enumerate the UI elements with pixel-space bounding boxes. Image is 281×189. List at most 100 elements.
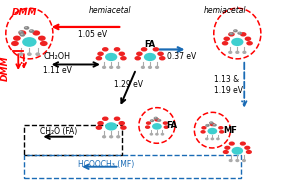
Circle shape — [157, 52, 164, 56]
Circle shape — [97, 121, 104, 125]
Circle shape — [212, 124, 217, 127]
Circle shape — [218, 126, 223, 130]
Circle shape — [96, 56, 102, 60]
Circle shape — [21, 33, 23, 35]
Text: CH₂O (FA): CH₂O (FA) — [40, 127, 78, 136]
Circle shape — [40, 41, 48, 46]
Circle shape — [103, 136, 105, 138]
Circle shape — [211, 138, 214, 140]
Text: DMM: DMM — [1, 56, 10, 81]
Circle shape — [157, 119, 161, 122]
Circle shape — [158, 119, 160, 121]
Circle shape — [246, 150, 252, 154]
Circle shape — [150, 133, 153, 135]
Circle shape — [238, 32, 240, 33]
Circle shape — [30, 30, 32, 31]
Circle shape — [244, 146, 250, 150]
Circle shape — [155, 117, 156, 118]
Circle shape — [103, 66, 105, 68]
Circle shape — [119, 52, 125, 56]
Circle shape — [154, 117, 158, 120]
Circle shape — [142, 66, 144, 68]
Circle shape — [229, 160, 232, 161]
Circle shape — [144, 53, 156, 61]
Circle shape — [117, 66, 120, 68]
Circle shape — [217, 138, 219, 140]
Circle shape — [232, 147, 243, 155]
Circle shape — [206, 124, 208, 125]
Circle shape — [223, 150, 229, 154]
Circle shape — [236, 51, 239, 53]
Circle shape — [159, 56, 166, 60]
Circle shape — [161, 133, 164, 135]
Circle shape — [153, 47, 159, 52]
Circle shape — [114, 116, 120, 121]
Circle shape — [164, 125, 169, 129]
Circle shape — [149, 66, 151, 68]
Circle shape — [28, 53, 31, 55]
Text: CH₂OH: CH₂OH — [43, 53, 70, 61]
Circle shape — [96, 125, 102, 130]
Bar — [24, 125, 122, 156]
Circle shape — [19, 30, 26, 36]
Circle shape — [224, 146, 230, 150]
Circle shape — [207, 128, 217, 134]
Circle shape — [117, 136, 120, 138]
Circle shape — [19, 31, 22, 32]
Bar — [24, 156, 241, 178]
Circle shape — [200, 130, 206, 134]
Circle shape — [210, 122, 212, 123]
Circle shape — [19, 53, 23, 55]
Circle shape — [105, 122, 117, 131]
Circle shape — [151, 120, 153, 121]
Circle shape — [145, 125, 150, 129]
Circle shape — [223, 36, 230, 41]
Circle shape — [210, 123, 215, 126]
Text: 0.37 eV: 0.37 eV — [167, 53, 196, 61]
Circle shape — [146, 121, 151, 125]
Circle shape — [206, 138, 208, 140]
Circle shape — [243, 51, 246, 53]
Circle shape — [150, 119, 154, 122]
Circle shape — [119, 121, 125, 125]
Circle shape — [13, 36, 21, 41]
Circle shape — [237, 32, 242, 35]
Circle shape — [110, 66, 113, 68]
Text: hemiacetal: hemiacetal — [89, 6, 132, 15]
Circle shape — [105, 53, 117, 61]
Circle shape — [36, 53, 39, 55]
Text: FA: FA — [144, 40, 156, 49]
Circle shape — [120, 56, 127, 60]
Circle shape — [156, 66, 158, 68]
Circle shape — [246, 41, 253, 46]
Circle shape — [25, 27, 27, 28]
Circle shape — [22, 37, 37, 47]
Circle shape — [228, 32, 235, 36]
Circle shape — [240, 142, 246, 146]
Circle shape — [18, 30, 24, 34]
Circle shape — [24, 26, 29, 30]
Circle shape — [114, 47, 120, 52]
Text: FA: FA — [167, 121, 178, 130]
Circle shape — [11, 41, 19, 46]
Circle shape — [213, 124, 215, 125]
Circle shape — [233, 29, 238, 32]
Circle shape — [245, 36, 251, 41]
Circle shape — [201, 126, 207, 130]
Circle shape — [229, 51, 232, 53]
Circle shape — [20, 33, 25, 37]
Circle shape — [163, 121, 168, 125]
Circle shape — [141, 47, 148, 52]
Circle shape — [209, 121, 214, 124]
Circle shape — [229, 32, 234, 35]
Circle shape — [136, 52, 143, 56]
Circle shape — [243, 160, 245, 161]
Circle shape — [38, 36, 46, 41]
Text: HCOOCH₃ (MF): HCOOCH₃ (MF) — [78, 160, 134, 169]
Text: 1.05 eV: 1.05 eV — [78, 30, 107, 39]
Text: 1.11 eV: 1.11 eV — [43, 66, 72, 75]
Text: MF: MF — [223, 126, 237, 135]
Text: 1.13 &: 1.13 & — [214, 75, 239, 84]
Circle shape — [154, 118, 160, 122]
Text: 1.19 eV: 1.19 eV — [214, 86, 243, 95]
